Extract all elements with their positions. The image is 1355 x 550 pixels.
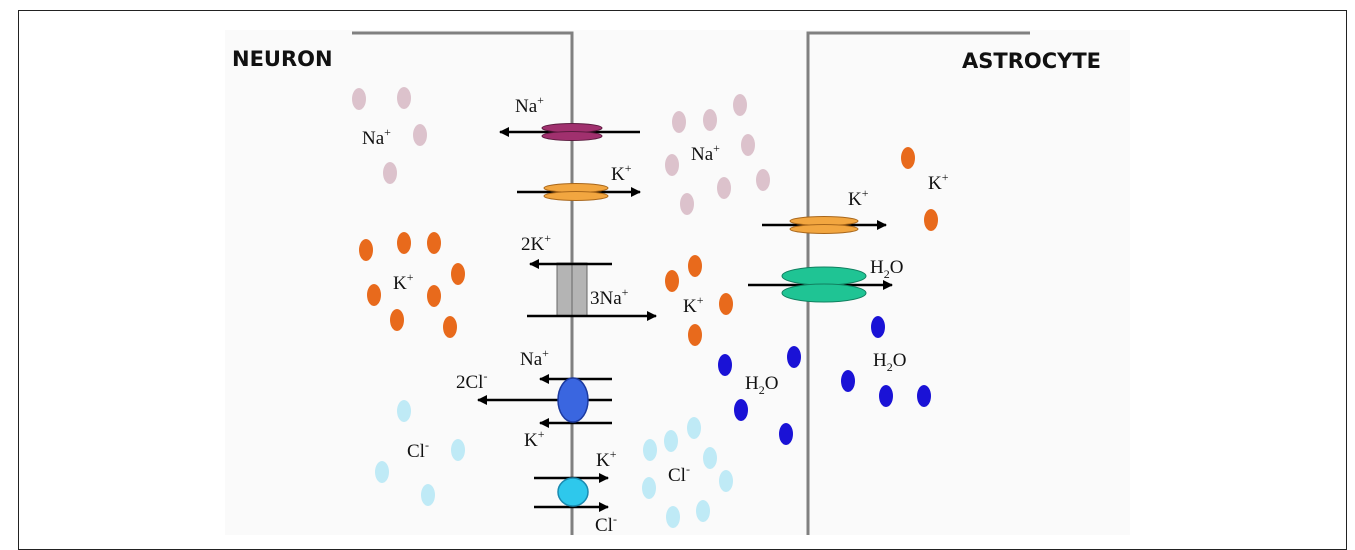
- extracellular-potassium-label: K+: [683, 293, 704, 317]
- sodium-ion: [672, 111, 686, 133]
- aquaporin-channel: H2O: [748, 257, 903, 303]
- astrocyte-potassium-ions: [901, 147, 938, 231]
- extracellular-potassium-ions: [665, 255, 733, 346]
- neuron-sodium-label: Na+: [362, 125, 391, 149]
- sodium-ion: [352, 88, 366, 110]
- neuron-membrane: [352, 31, 574, 535]
- potassium-ion: [665, 270, 679, 292]
- sodium-ion: [413, 124, 427, 146]
- astrocyte-potassium-label: K+: [928, 170, 949, 194]
- sodium-ion: [397, 87, 411, 109]
- chloride-ion: [451, 439, 465, 461]
- chloride-ion: [664, 430, 678, 452]
- chloride-ion: [375, 461, 389, 483]
- extracellular-water-molecules: [718, 346, 801, 445]
- chloride-ion: [696, 500, 710, 522]
- astrocyte-potassium-channel: K+: [762, 186, 887, 234]
- neuron-sodium-ions: [352, 87, 427, 184]
- aquaporin-water-label: H2O: [870, 257, 903, 281]
- neuron-potassium-label: K+: [393, 270, 414, 294]
- potassium-ion: [427, 285, 441, 307]
- nkcc-cotransporter: Na+ 2Cl- K+: [456, 346, 612, 451]
- chloride-ion: [642, 477, 656, 499]
- sodium-ion: [756, 169, 770, 191]
- potassium-ion: [390, 309, 404, 331]
- chloride-ion: [666, 506, 680, 528]
- chloride-ion: [703, 447, 717, 469]
- potassium-ion: [443, 316, 457, 338]
- potassium-ion: [719, 293, 733, 315]
- water-molecule: [734, 399, 748, 421]
- neuron-chloride-ions: [375, 400, 465, 506]
- neuron-chloride-label: Cl-: [407, 438, 429, 462]
- potassium-ion: [924, 209, 938, 231]
- astrocyte-title: ASTROCYTE: [962, 49, 1101, 73]
- chloride-ion: [719, 470, 733, 492]
- water-molecule: [718, 354, 732, 376]
- extracellular-chloride-ions: [642, 417, 733, 528]
- sodium-ion: [733, 94, 747, 116]
- potassium-channel: K+: [517, 161, 641, 201]
- water-molecule: [779, 423, 793, 445]
- water-molecule: [917, 385, 931, 407]
- water-molecule: [787, 346, 801, 368]
- ion-transport-diagram: NEURON ASTROCYTE Na+ K+ Cl- Na+: [232, 31, 1102, 535]
- chloride-ion: [643, 439, 657, 461]
- cotransporter-sodium-label: Na+: [520, 346, 549, 370]
- kcc-transporter: K+ Cl-: [534, 447, 617, 535]
- water-molecule: [871, 316, 885, 338]
- extracellular-chloride-label: Cl-: [668, 462, 690, 486]
- potassium-ion: [451, 263, 465, 285]
- neuron-title: NEURON: [232, 47, 333, 71]
- sodium-ion: [741, 134, 755, 156]
- potassium-ion: [367, 284, 381, 306]
- cotransporter-potassium-label: K+: [524, 427, 545, 451]
- water-molecule: [841, 370, 855, 392]
- potassium-ion: [688, 255, 702, 277]
- sodium-ion: [717, 177, 731, 199]
- kcc-potassium-label: K+: [596, 447, 617, 471]
- extracellular-water-label: H2O: [745, 373, 778, 397]
- kcc-chloride-label: Cl-: [595, 512, 617, 535]
- pump-sodium-label: 3Na+: [590, 285, 629, 309]
- extracellular-sodium-label: Na+: [691, 141, 720, 165]
- chloride-ion: [421, 484, 435, 506]
- astrocyte-water-label: H2O: [873, 350, 906, 374]
- cotransporter-chloride-label: 2Cl-: [456, 369, 487, 393]
- potassium-ion: [427, 232, 441, 254]
- sodium-channel: Na+: [499, 93, 640, 141]
- neuron-potassium-ions: [359, 232, 465, 338]
- astrocyte-water-molecules: [841, 316, 931, 407]
- potassium-channel-label: K+: [611, 161, 632, 185]
- potassium-ion: [397, 232, 411, 254]
- potassium-ion: [901, 147, 915, 169]
- chloride-ion: [687, 417, 701, 439]
- sodium-ion: [703, 109, 717, 131]
- sodium-ion: [680, 193, 694, 215]
- sodium-channel-label: Na+: [515, 93, 544, 117]
- sodium-ion: [383, 162, 397, 184]
- potassium-ion: [359, 239, 373, 261]
- sodium-ion: [665, 154, 679, 176]
- sodium-potassium-pump: 2K+ 3Na+: [521, 231, 657, 321]
- astrocyte-potassium-channel-label: K+: [848, 186, 869, 210]
- astrocyte-membrane: [806, 31, 1030, 535]
- water-molecule: [879, 385, 893, 407]
- chloride-ion: [397, 400, 411, 422]
- extracellular-sodium-ions: [665, 94, 770, 215]
- pump-potassium-label: 2K+: [521, 231, 551, 255]
- potassium-ion: [688, 324, 702, 346]
